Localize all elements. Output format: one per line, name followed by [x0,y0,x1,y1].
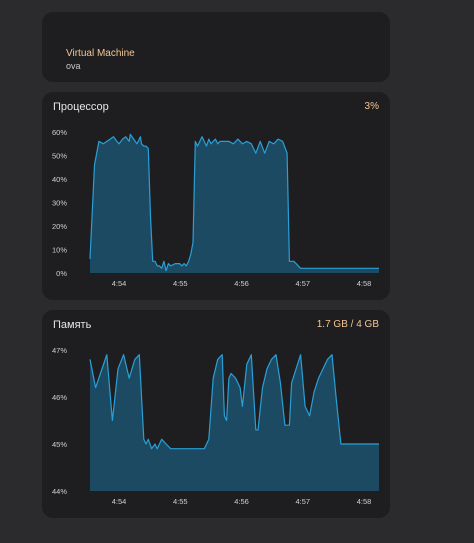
memory-card: Память 1.7 GB / 4 GB 47% 46% 45% 44% 4:54 4:5… [42,310,390,518]
memory-y-tick-label: 46% [52,393,67,402]
cpu-x-tick-label: 4:57 [295,279,310,288]
vm-info-card: Virtual Machine ova [42,12,390,82]
memory-y-tick-label: 44% [52,487,67,496]
memory-x-tick-label: 4:57 [295,497,310,506]
cpu-y-tick-label: 30% [52,199,67,208]
cpu-series-line [89,133,379,272]
cpu-x-tick-label: 4:55 [173,279,188,288]
cpu-area-fill [90,134,379,273]
cpu-y-tick-label: 40% [52,175,67,184]
memory-value: 1.7 GB / 4 GB [316,319,379,330]
memory-title: Память [53,319,92,331]
cpu-x-tick-label: 4:56 [234,279,249,288]
memory-series-line [89,354,379,450]
cpu-card: Процессор 3% 60% 50% 40% 30% 20% 10% 0% 4:54 4:5… [42,92,390,300]
memory-x-tick-label: 4:54 [112,497,127,506]
memory-x-tick-label: 4:56 [234,497,249,506]
memory-area-fill [90,354,379,491]
cpu-title: Процессор [53,101,109,113]
cpu-y-tick-label: 60% [52,128,67,137]
vm-name: Virtual Machine [66,48,135,59]
cpu-x-tick-label: 4:58 [357,279,372,288]
vm-type: ova [66,61,81,71]
cpu-chart: 60% 50% 40% 30% 20% 10% 0% 4:54 4:55 4:56 4:57 4:58 [52,128,379,288]
cpu-y-tick-label: 10% [52,246,67,255]
memory-x-tick-label: 4:55 [173,497,188,506]
cpu-y-tick-label: 0% [56,269,67,278]
cpu-y-tick-label: 50% [52,152,67,161]
memory-y-tick-label: 45% [52,440,67,449]
cpu-y-tick-label: 20% [52,222,67,231]
cpu-value: 3% [364,101,379,112]
cpu-x-tick-label: 4:54 [112,279,127,288]
memory-y-tick-label: 47% [52,346,67,355]
memory-x-tick-label: 4:58 [357,497,372,506]
memory-chart: 47% 46% 45% 44% 4:54 4:55 4:56 4:57 4:58 [52,346,379,506]
